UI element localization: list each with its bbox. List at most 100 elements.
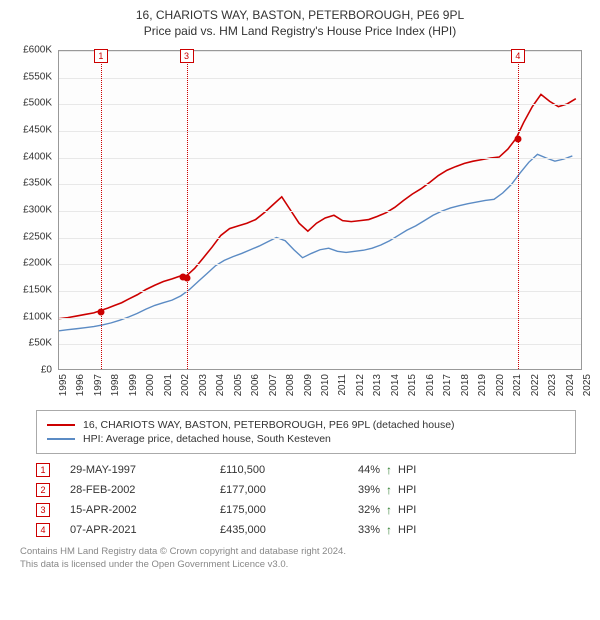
x-tick-label: 1996 bbox=[75, 374, 86, 396]
gridline bbox=[59, 264, 581, 265]
legend-item: 16, CHARIOTS WAY, BASTON, PETERBOROUGH, … bbox=[47, 419, 565, 431]
arrow-up-icon: ↑ bbox=[380, 523, 398, 537]
transaction-index: 3 bbox=[36, 503, 50, 517]
series-line bbox=[59, 154, 572, 330]
sale-marker-line bbox=[187, 51, 188, 369]
transaction-pct: 32% bbox=[330, 504, 380, 516]
gridline bbox=[59, 131, 581, 132]
transaction-row: 228-FEB-2002£177,00039%↑HPI bbox=[36, 480, 576, 500]
x-tick-label: 2022 bbox=[530, 374, 541, 396]
y-tick-label: £50K bbox=[29, 338, 52, 349]
transaction-date: 29-MAY-1997 bbox=[70, 464, 220, 476]
x-tick-label: 2014 bbox=[390, 374, 401, 396]
gridline bbox=[59, 291, 581, 292]
gridline bbox=[59, 211, 581, 212]
chart-title-line-1: 16, CHARIOTS WAY, BASTON, PETERBOROUGH, … bbox=[8, 8, 592, 22]
plot-area: 134 bbox=[58, 50, 582, 370]
footer-line-2: This data is licensed under the Open Gov… bbox=[20, 559, 592, 572]
x-tick-label: 2002 bbox=[180, 374, 191, 396]
sale-marker-line bbox=[518, 51, 519, 369]
transaction-price: £177,000 bbox=[220, 484, 330, 496]
y-tick-label: £100K bbox=[23, 311, 52, 322]
x-tick-label: 2001 bbox=[163, 374, 174, 396]
x-tick-label: 2021 bbox=[512, 374, 523, 396]
x-tick-label: 2009 bbox=[303, 374, 314, 396]
gridline bbox=[59, 51, 581, 52]
series-line bbox=[59, 94, 576, 318]
gridline bbox=[59, 344, 581, 345]
legend-swatch bbox=[47, 438, 75, 440]
footer-attribution: Contains HM Land Registry data © Crown c… bbox=[20, 546, 592, 572]
gridline bbox=[59, 318, 581, 319]
transactions-table: 129-MAY-1997£110,50044%↑HPI228-FEB-2002£… bbox=[36, 460, 576, 540]
gridline bbox=[59, 78, 581, 79]
y-tick-label: £250K bbox=[23, 231, 52, 242]
x-tick-label: 2016 bbox=[425, 374, 436, 396]
x-tick-label: 1999 bbox=[128, 374, 139, 396]
y-tick-label: £550K bbox=[23, 71, 52, 82]
gridline bbox=[59, 158, 581, 159]
chart-title-line-2: Price paid vs. HM Land Registry's House … bbox=[8, 24, 592, 38]
gridline bbox=[59, 238, 581, 239]
x-tick-label: 2023 bbox=[547, 374, 558, 396]
x-tick-label: 2005 bbox=[233, 374, 244, 396]
transaction-row: 1 29-MAY-1997£110,50044%↑HPI bbox=[36, 460, 576, 480]
chart-lines bbox=[59, 51, 581, 369]
legend-label: HPI: Average price, detached house, Sout… bbox=[83, 433, 331, 445]
x-tick-label: 2015 bbox=[407, 374, 418, 396]
x-tick-label: 2003 bbox=[198, 374, 209, 396]
transaction-hpi-label: HPI bbox=[398, 524, 438, 536]
sale-data-point bbox=[183, 274, 190, 281]
transaction-index: 2 bbox=[36, 483, 50, 497]
x-tick-label: 2020 bbox=[495, 374, 506, 396]
x-tick-label: 1998 bbox=[110, 374, 121, 396]
transaction-row: 407-APR-2021£435,00033%↑HPI bbox=[36, 520, 576, 540]
x-tick-label: 2024 bbox=[565, 374, 576, 396]
y-tick-label: £500K bbox=[23, 98, 52, 109]
y-tick-label: £300K bbox=[23, 205, 52, 216]
x-tick-label: 2018 bbox=[460, 374, 471, 396]
x-tick-label: 1995 bbox=[58, 374, 69, 396]
sale-data-point bbox=[97, 309, 104, 316]
y-axis-ticks: £0£50K£100K£150K£200K£250K£300K£350K£400… bbox=[8, 50, 56, 370]
x-tick-label: 2008 bbox=[285, 374, 296, 396]
transaction-index: 1 bbox=[36, 463, 50, 477]
transaction-pct: 33% bbox=[330, 524, 380, 536]
transaction-hpi-label: HPI bbox=[398, 504, 438, 516]
transaction-row: 315-APR-2002£175,00032%↑HPI bbox=[36, 500, 576, 520]
legend: 16, CHARIOTS WAY, BASTON, PETERBOROUGH, … bbox=[36, 410, 576, 454]
transaction-price: £110,500 bbox=[220, 464, 330, 476]
y-tick-label: £400K bbox=[23, 151, 52, 162]
x-tick-label: 2004 bbox=[215, 374, 226, 396]
transaction-price: £175,000 bbox=[220, 504, 330, 516]
x-tick-label: 2019 bbox=[477, 374, 488, 396]
y-tick-label: £150K bbox=[23, 285, 52, 296]
y-tick-label: £0 bbox=[41, 365, 52, 376]
transaction-date: 07-APR-2021 bbox=[70, 524, 220, 536]
legend-item: HPI: Average price, detached house, Sout… bbox=[47, 433, 565, 445]
x-tick-label: 2010 bbox=[320, 374, 331, 396]
arrow-up-icon: ↑ bbox=[380, 463, 398, 477]
arrow-up-icon: ↑ bbox=[380, 483, 398, 497]
transaction-date: 15-APR-2002 bbox=[70, 504, 220, 516]
transaction-date: 28-FEB-2002 bbox=[70, 484, 220, 496]
sale-marker-label: 3 bbox=[180, 49, 194, 63]
x-tick-label: 2012 bbox=[355, 374, 366, 396]
transaction-hpi-label: HPI bbox=[398, 464, 438, 476]
y-tick-label: £200K bbox=[23, 258, 52, 269]
x-axis-ticks: 1995 1996 1997 1998 1999 2000 2001 2002 2003 2004… bbox=[58, 370, 582, 404]
x-tick-label: 2017 bbox=[442, 374, 453, 396]
x-tick-label: 2013 bbox=[372, 374, 383, 396]
sale-marker-label: 4 bbox=[511, 49, 525, 63]
x-tick-label: 2000 bbox=[145, 374, 156, 396]
gridline bbox=[59, 104, 581, 105]
y-tick-label: £450K bbox=[23, 125, 52, 136]
transaction-hpi-label: HPI bbox=[398, 484, 438, 496]
y-tick-label: £600K bbox=[23, 45, 52, 56]
y-tick-label: £350K bbox=[23, 178, 52, 189]
sale-marker-line bbox=[101, 51, 102, 369]
transaction-pct: 44% bbox=[330, 464, 380, 476]
x-tick-label: 1997 bbox=[93, 374, 104, 396]
legend-swatch bbox=[47, 424, 75, 426]
legend-label: 16, CHARIOTS WAY, BASTON, PETERBOROUGH, … bbox=[83, 419, 455, 431]
